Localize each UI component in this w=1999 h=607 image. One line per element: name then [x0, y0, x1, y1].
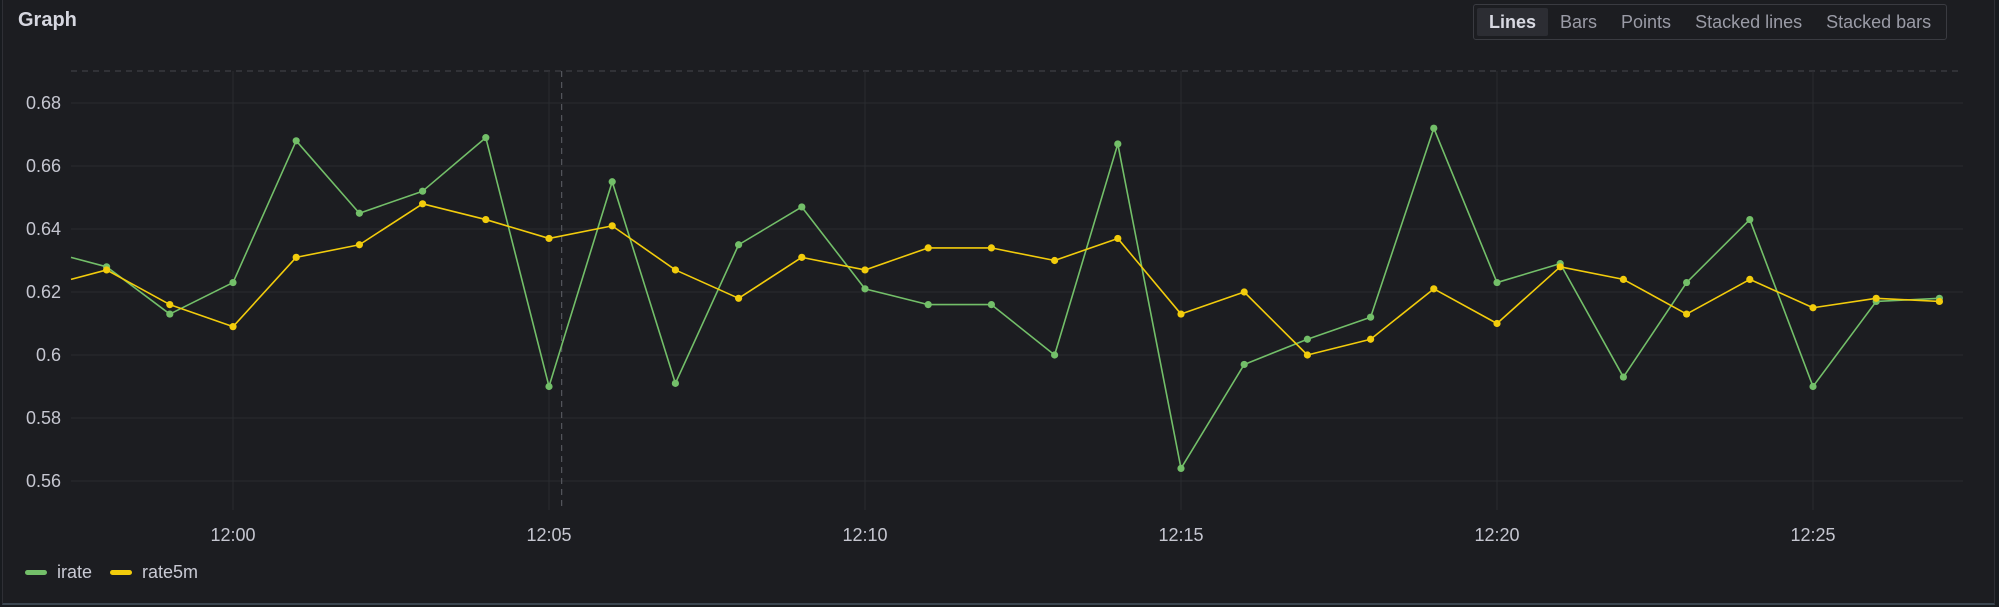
rate5m-point[interactable]	[1114, 234, 1122, 243]
irate-point[interactable]	[1114, 140, 1122, 148]
irate-point[interactable]	[1809, 382, 1817, 391]
irate-point[interactable]	[1746, 215, 1754, 224]
svg-text:12:00: 12:00	[210, 525, 255, 545]
irate-point[interactable]	[355, 209, 363, 217]
panel-title: Graph	[18, 9, 77, 31]
rate5m-point[interactable]	[419, 200, 427, 208]
irate-point[interactable]	[292, 137, 300, 145]
irate-point[interactable]	[861, 285, 869, 293]
mode-bars-button[interactable]: Bars	[1560, 12, 1598, 32]
svg-text:12:10: 12:10	[842, 525, 887, 545]
irate-point[interactable]	[1240, 360, 1248, 369]
legend-item-irate[interactable]: irate	[25, 562, 92, 583]
mode-points-button[interactable]: Points	[1621, 12, 1672, 32]
rate5m-point[interactable]	[1430, 285, 1438, 293]
irate-point[interactable]	[419, 187, 427, 195]
rate5m-point[interactable]	[1240, 288, 1248, 296]
irate-point[interactable]	[545, 382, 553, 391]
svg-text:0.56: 0.56	[26, 471, 61, 491]
rate5m-point[interactable]	[166, 301, 174, 309]
rate5m-point[interactable]	[1556, 263, 1564, 271]
rate5m-point[interactable]	[1746, 275, 1754, 283]
mode-stacked-bars-button[interactable]: Stacked bars	[1826, 12, 1932, 32]
irate-point[interactable]	[671, 379, 680, 387]
rate5m-point[interactable]	[798, 253, 806, 261]
rate5m-point[interactable]	[482, 215, 490, 224]
mode-stacked-lines-button[interactable]: Stacked lines	[1695, 12, 1803, 32]
rate5m-point[interactable]	[735, 294, 743, 302]
rate5m-point[interactable]	[355, 241, 363, 249]
chart-legend: irate rate5m	[25, 562, 198, 583]
irate-point[interactable]	[1051, 351, 1059, 359]
irate-swatch-icon	[25, 570, 47, 575]
display-mode-toggle: Lines Bars Points Stacked lines Stacked …	[1473, 4, 1948, 40]
irate-point[interactable]	[482, 134, 490, 142]
svg-text:0.58: 0.58	[26, 408, 61, 428]
rate5m-point[interactable]	[608, 222, 616, 230]
irate-point[interactable]	[1177, 464, 1185, 472]
rate5m-point[interactable]	[1619, 275, 1627, 283]
irate-point[interactable]	[1303, 335, 1311, 343]
rate5m-point[interactable]	[1683, 310, 1691, 318]
svg-text:0.66: 0.66	[26, 156, 61, 176]
rate5m-point[interactable]	[987, 244, 996, 252]
rate5m-point[interactable]	[861, 266, 869, 274]
svg-text:0.62: 0.62	[26, 282, 61, 302]
chart-grid	[71, 70, 1963, 510]
irate-point[interactable]	[1683, 278, 1691, 287]
irate-point[interactable]	[1493, 278, 1501, 287]
rate5m-point[interactable]	[924, 244, 932, 252]
rate5m-point[interactable]	[545, 234, 553, 243]
rate5m-point[interactable]	[1367, 335, 1375, 343]
rate5m-point[interactable]	[103, 266, 111, 274]
svg-text:0.6: 0.6	[36, 345, 61, 365]
svg-text:12:05: 12:05	[526, 525, 571, 545]
rate5m-point[interactable]	[292, 253, 300, 261]
irate-point[interactable]	[229, 278, 237, 287]
rate5m-point[interactable]	[1809, 304, 1817, 312]
irate-point[interactable]	[798, 203, 806, 211]
rate5m-point[interactable]	[1493, 319, 1501, 328]
irate-point[interactable]	[987, 301, 996, 309]
irate-point[interactable]	[924, 301, 932, 309]
rate5m-point[interactable]	[1872, 294, 1880, 302]
y-axis: 0.68 0.66 0.64 0.62 0.6 0.58 0.56	[26, 93, 61, 491]
svg-text:0.64: 0.64	[26, 219, 61, 239]
rate5m-point[interactable]	[229, 323, 237, 331]
irate-point[interactable]	[608, 178, 616, 186]
legend-label: irate	[57, 562, 93, 582]
legend-label: rate5m	[142, 562, 199, 582]
irate-point[interactable]	[1367, 313, 1375, 321]
line-chart[interactable]: 0.680.660.640.620.60.580.56 12:00 12:05 12…	[3, 0, 1996, 560]
rate5m-point[interactable]	[1051, 256, 1059, 265]
irate-point[interactable]	[1619, 373, 1627, 381]
irate-point[interactable]	[1430, 124, 1438, 132]
legend-item-rate5m[interactable]: rate5m	[110, 562, 198, 583]
rate5m-point[interactable]	[1177, 310, 1185, 318]
svg-text:12:20: 12:20	[1474, 525, 1519, 545]
mode-lines-button[interactable]: Lines	[1477, 8, 1549, 36]
chart-series	[70, 124, 1943, 472]
irate-point[interactable]	[735, 241, 743, 249]
x-axis: 12:00 12:05 12:10 12:15 12:20 12:25	[210, 525, 1835, 545]
rate5m-point[interactable]	[1935, 297, 1943, 306]
irate-point[interactable]	[166, 310, 174, 318]
rate5m-point[interactable]	[1303, 351, 1311, 359]
rate5m-swatch-icon	[110, 570, 133, 575]
svg-text:12:25: 12:25	[1790, 525, 1835, 545]
rate5m-line	[70, 203, 1940, 356]
rate5m-point[interactable]	[671, 266, 680, 274]
svg-text:0.68: 0.68	[26, 93, 61, 113]
svg-text:12:15: 12:15	[1158, 525, 1203, 545]
